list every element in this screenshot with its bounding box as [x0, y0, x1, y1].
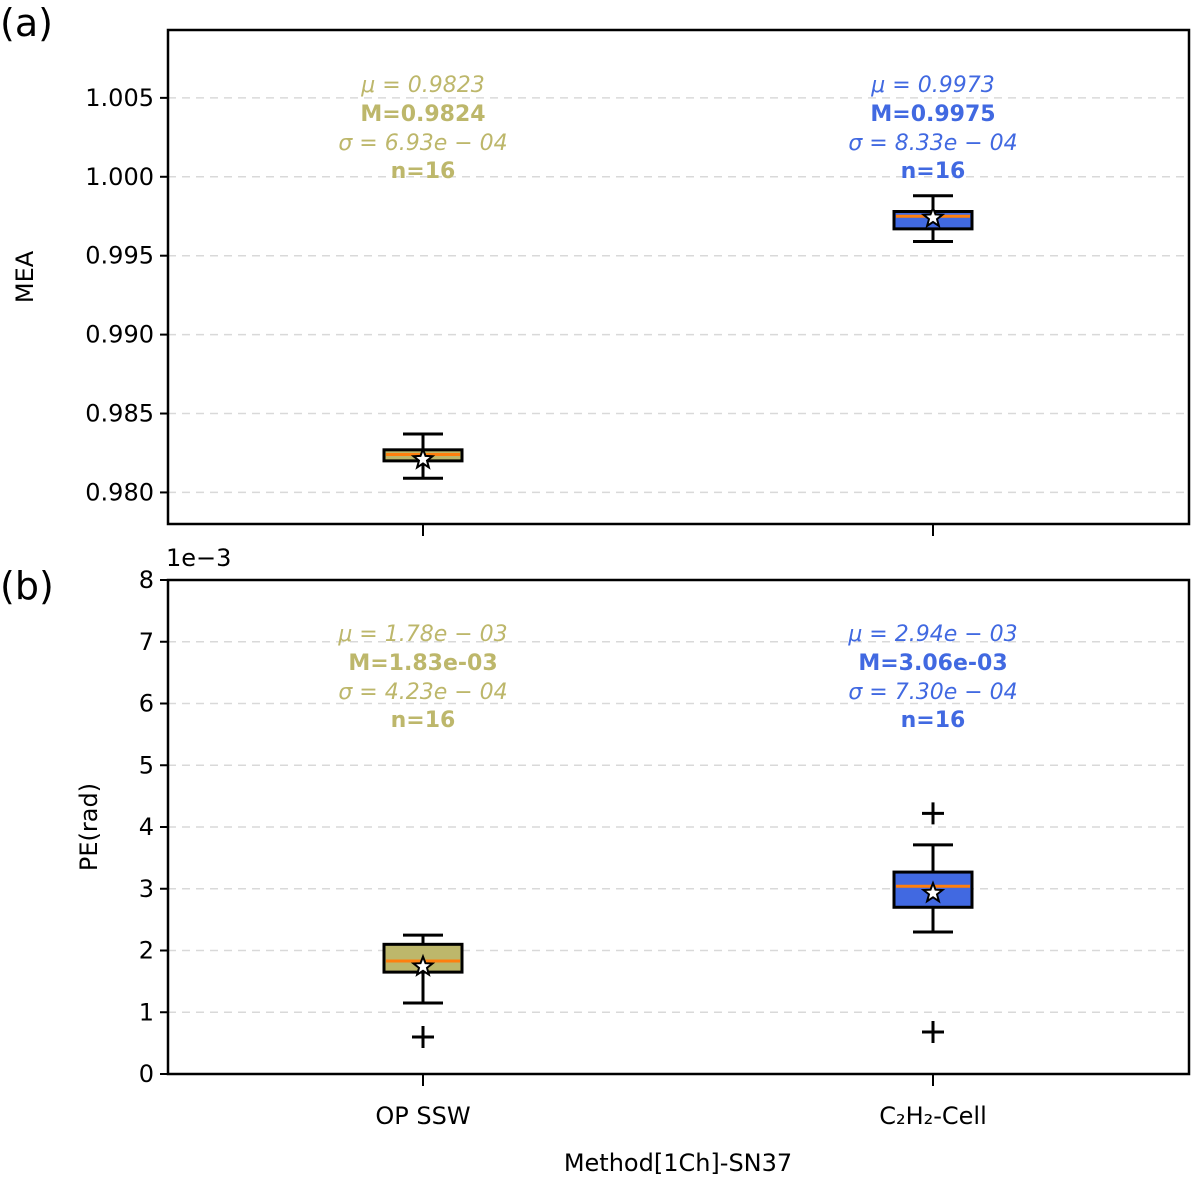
x-tick-label: C₂H₂-Cell	[879, 1102, 987, 1130]
stat-text: M=1.83e-03	[348, 651, 497, 676]
plot-frame	[166, 28, 1191, 526]
offset-text: 1e−3	[166, 544, 231, 572]
mean-marker	[410, 953, 436, 977]
y-axis-label: MEA	[11, 250, 39, 303]
y-tick-label: 5	[139, 751, 154, 779]
stat-text: M=3.06e-03	[858, 651, 1007, 676]
box-op-ssw: μ = 0.9823 M=0.9824 σ = 6.93e − 04 n=16	[338, 73, 508, 480]
outlier-marker	[922, 1021, 944, 1044]
y-tick-label: 0.990	[85, 321, 154, 349]
mean-marker	[920, 880, 946, 904]
stat-text: n=16	[391, 708, 456, 733]
panel-a: 0.980 0.985 0.990 0.995 1.000 1.005 MEA (a) μ = …	[0, 1, 1191, 536]
y-tick-label: 1.000	[85, 163, 154, 191]
y-tick-label: 1.005	[85, 84, 154, 112]
mean-marker	[920, 204, 946, 229]
y-tick-label: 4	[139, 813, 154, 841]
stat-text: n=16	[391, 159, 456, 184]
stat-text: σ = 7.30e − 04	[848, 680, 1017, 705]
x-axis-label: Method[1Ch]-SN37	[564, 1149, 792, 1177]
panel-b: 0 1 2 3 4 5 6 7 8 PE(rad) (b) 1e−3 μ = 1.78e − 03 M=1…	[0, 544, 1191, 1088]
stat-text: σ = 6.93e − 04	[338, 131, 507, 156]
stat-text: M=0.9824	[360, 102, 485, 127]
panel-label: (a)	[0, 1, 53, 45]
stat-text: μ = 0.9823	[360, 73, 484, 98]
x-tick-label: OP SSW	[375, 1102, 470, 1130]
stat-text: M=0.9975	[870, 102, 995, 127]
outlier-marker	[922, 802, 944, 825]
stat-text: σ = 8.33e − 04	[848, 131, 1017, 156]
stat-text: n=16	[901, 708, 966, 733]
mean-marker	[410, 446, 436, 470]
box-c2h2-cell: μ = 0.9973 M=0.9975 σ = 8.33e − 04 n=16	[848, 73, 1018, 243]
y-tick-label: 7	[139, 628, 154, 656]
y-tick-label: 0.995	[85, 242, 154, 270]
box-c2h2-cell: μ = 2.94e − 03 M=3.06e-03 σ = 7.30e − 04 n=…	[847, 622, 1018, 1044]
y-tick-label: 0.980	[85, 478, 154, 506]
stat-text: σ = 4.23e − 04	[338, 680, 507, 705]
y-tick-label: 3	[139, 875, 154, 903]
plot-frame	[166, 578, 1191, 1076]
stat-text: μ = 0.9973	[870, 73, 994, 98]
stat-text: μ = 2.94e − 03	[847, 622, 1017, 647]
y-tick-label: 1	[139, 998, 154, 1026]
y-tick-label: 2	[139, 937, 154, 965]
stat-text: μ = 1.78e − 03	[337, 622, 507, 647]
y-tick-label: 6	[139, 690, 154, 718]
outlier-marker	[412, 1025, 434, 1048]
y-tick-label: 0.985	[85, 400, 154, 428]
box-op-ssw: μ = 1.78e − 03 M=1.83e-03 σ = 4.23e − 04 n=…	[337, 622, 508, 1048]
stat-text: n=16	[901, 159, 966, 184]
y-axis-label: PE(rad)	[75, 783, 103, 871]
y-tick-label: 0	[139, 1060, 154, 1088]
panel-label: (b)	[0, 564, 54, 608]
y-tick-label: 8	[139, 566, 154, 594]
